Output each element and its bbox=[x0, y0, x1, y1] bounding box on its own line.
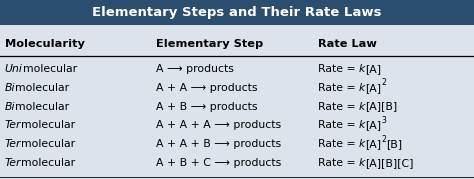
Text: Rate =: Rate = bbox=[318, 101, 359, 112]
Text: A + A + B ⟶ products: A + A + B ⟶ products bbox=[156, 139, 282, 149]
Text: A + A ⟶ products: A + A ⟶ products bbox=[156, 83, 258, 93]
Text: Ter: Ter bbox=[5, 158, 21, 168]
Text: molecular: molecular bbox=[23, 64, 77, 74]
Text: k: k bbox=[359, 83, 365, 93]
Text: molecular: molecular bbox=[15, 101, 69, 112]
Text: Molecularity: Molecularity bbox=[5, 39, 85, 49]
Text: molecular: molecular bbox=[15, 83, 69, 93]
Text: Bi: Bi bbox=[5, 83, 15, 93]
Text: k: k bbox=[359, 139, 365, 149]
Text: k: k bbox=[359, 158, 365, 168]
Text: 2: 2 bbox=[381, 135, 386, 144]
Text: Rate =: Rate = bbox=[318, 64, 359, 74]
Text: A ⟶ products: A ⟶ products bbox=[156, 64, 234, 74]
Text: [A][B]: [A][B] bbox=[365, 101, 397, 112]
Text: [A][B][C]: [A][B][C] bbox=[365, 158, 413, 168]
Text: [A]: [A] bbox=[365, 120, 381, 130]
Text: k: k bbox=[359, 101, 365, 112]
Text: Bi: Bi bbox=[5, 101, 15, 112]
Bar bbox=[0, 0, 474, 25]
Text: Rate Law: Rate Law bbox=[318, 39, 376, 49]
Text: Rate =: Rate = bbox=[318, 120, 359, 130]
Text: Rate =: Rate = bbox=[318, 139, 359, 149]
Text: Ter: Ter bbox=[5, 120, 21, 130]
Text: A + A + A ⟶ products: A + A + A ⟶ products bbox=[156, 120, 282, 130]
Text: molecular: molecular bbox=[21, 158, 75, 168]
Text: molecular: molecular bbox=[21, 120, 75, 130]
Text: A + B + C ⟶ products: A + B + C ⟶ products bbox=[156, 158, 282, 168]
Text: k: k bbox=[359, 64, 365, 74]
Text: [A]: [A] bbox=[365, 64, 381, 74]
Text: [B]: [B] bbox=[386, 139, 402, 149]
Text: [A]: [A] bbox=[365, 83, 381, 93]
Text: [A]: [A] bbox=[365, 139, 381, 149]
Text: Uni: Uni bbox=[5, 64, 23, 74]
Text: Elementary Step: Elementary Step bbox=[156, 39, 264, 49]
Text: Elementary Steps and Their Rate Laws: Elementary Steps and Their Rate Laws bbox=[92, 6, 382, 19]
Text: Rate =: Rate = bbox=[318, 158, 359, 168]
Text: molecular: molecular bbox=[21, 139, 75, 149]
Text: Ter: Ter bbox=[5, 139, 21, 149]
Text: 3: 3 bbox=[381, 116, 386, 125]
Text: Rate =: Rate = bbox=[318, 83, 359, 93]
Text: k: k bbox=[359, 120, 365, 130]
Text: 2: 2 bbox=[381, 78, 386, 87]
Text: A + B ⟶ products: A + B ⟶ products bbox=[156, 101, 258, 112]
